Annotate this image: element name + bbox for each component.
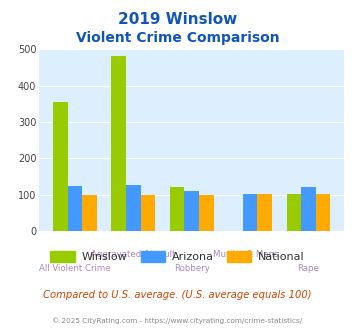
Bar [53, 102, 67, 231]
Text: Robbery: Robbery [174, 264, 210, 273]
Text: Aggravated Assault: Aggravated Assault [91, 250, 175, 259]
Text: All Violent Crime: All Violent Crime [39, 264, 111, 273]
Bar [286, 194, 301, 231]
Bar [67, 185, 82, 231]
Bar [82, 195, 97, 231]
Bar [199, 195, 214, 231]
Bar [184, 191, 199, 231]
Bar [170, 187, 184, 231]
Text: 2019 Winslow: 2019 Winslow [118, 12, 237, 26]
Text: Compared to U.S. average. (U.S. average equals 100): Compared to U.S. average. (U.S. average … [43, 290, 312, 300]
Bar [301, 187, 316, 231]
Bar [141, 195, 155, 231]
Bar [316, 194, 331, 231]
Legend: Winslow, Arizona, National: Winslow, Arizona, National [46, 247, 309, 267]
Bar [126, 184, 141, 231]
Bar [111, 56, 126, 231]
Text: Rape: Rape [297, 264, 320, 273]
Text: © 2025 CityRating.com - https://www.cityrating.com/crime-statistics/: © 2025 CityRating.com - https://www.city… [53, 317, 302, 324]
Bar [257, 194, 272, 231]
Bar [243, 194, 257, 231]
Text: Murder & Mans...: Murder & Mans... [213, 250, 287, 259]
Text: Violent Crime Comparison: Violent Crime Comparison [76, 31, 279, 45]
